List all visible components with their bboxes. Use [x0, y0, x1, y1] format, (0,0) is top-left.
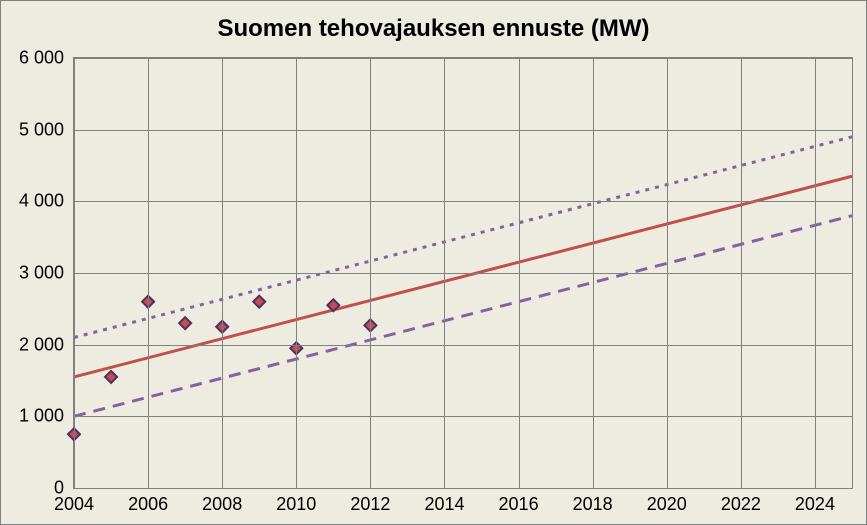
y-tick-label: 2 000 — [19, 334, 64, 355]
x-tick-label: 2006 — [128, 494, 168, 515]
y-tick-label: 1 000 — [19, 406, 64, 427]
data-point-diamond — [179, 317, 191, 329]
gridline-horizontal — [74, 488, 852, 489]
y-tick-label: 0 — [54, 478, 64, 499]
trend-center — [74, 176, 852, 377]
x-tick-label: 2024 — [795, 494, 835, 515]
x-tick-label: 2012 — [350, 494, 390, 515]
gridline-horizontal — [74, 201, 852, 202]
plot-area: 2004200620082010201220142016201820202022… — [73, 57, 853, 489]
x-tick-label: 2020 — [647, 494, 687, 515]
x-tick-label: 2014 — [424, 494, 464, 515]
y-tick-label: 6 000 — [19, 48, 64, 69]
y-tick-label: 5 000 — [19, 119, 64, 140]
gridline-horizontal — [74, 345, 852, 346]
y-tick-label: 4 000 — [19, 191, 64, 212]
gridline-horizontal — [74, 130, 852, 131]
x-tick-label: 2022 — [721, 494, 761, 515]
x-tick-label: 2010 — [276, 494, 316, 515]
gridline-horizontal — [74, 273, 852, 274]
chart-frame: Suomen tehovajauksen ennuste (MW) 200420… — [0, 0, 867, 525]
x-tick-label: 2018 — [573, 494, 613, 515]
x-tick-label: 2016 — [499, 494, 539, 515]
trend-lower — [74, 216, 852, 417]
data-point-diamond — [253, 296, 265, 308]
data-point-diamond — [105, 371, 117, 383]
chart-title: Suomen tehovajauksen ennuste (MW) — [1, 15, 866, 43]
gridline-horizontal — [74, 416, 852, 417]
x-tick-label: 2008 — [202, 494, 242, 515]
trend-upper — [74, 137, 852, 338]
gridline-horizontal — [74, 58, 852, 59]
y-tick-label: 3 000 — [19, 263, 64, 284]
